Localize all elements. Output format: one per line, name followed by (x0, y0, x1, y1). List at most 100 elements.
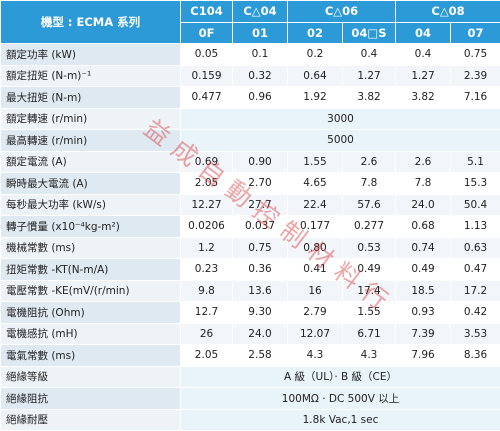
cell: 1.92 (287, 86, 343, 109)
cell: 0.49 (395, 258, 452, 281)
cell: 0.49 (341, 258, 397, 281)
cell: 0.4 (341, 43, 397, 66)
cell: 7.8 (395, 172, 452, 195)
cell: 1.55 (341, 301, 397, 324)
cell: 4.3 (341, 344, 397, 367)
group-header: C△08 (395, 0, 500, 23)
cell: 0.32 (232, 64, 288, 87)
cell: 0.4 (395, 43, 452, 66)
cell: 2.6 (395, 150, 452, 173)
cell: 9.30 (232, 301, 288, 324)
row-label: 瞬時最大電流 (A) (0, 172, 181, 195)
row-label: 扭矩常數 -KT(N-m/A) (0, 258, 181, 281)
row-label: 絕緣等級 (0, 365, 181, 388)
model-header: 04 (395, 21, 452, 44)
model-header: 02 (287, 21, 343, 44)
cell: 7.39 (395, 322, 452, 345)
header-row: 0F 01 02 04□S 04 07 (1, 21, 500, 44)
header-title: 機型 : ECMA 系列 (0, 0, 181, 44)
model-header: 07 (450, 21, 500, 44)
cell: 0.64 (287, 64, 343, 87)
cell: 3000 (179, 107, 500, 130)
cell: 0.277 (341, 215, 397, 238)
cell: 0.75 (232, 236, 288, 259)
cell: 0.037 (232, 215, 288, 238)
cell: 1.2 (180, 236, 233, 259)
spec-row: 電壓常數 -KE(mV/(r/min) 9.8 13.6 16 17.4 18.5 17.2 (0, 279, 500, 302)
row-label: 最高轉速 (r/min) (0, 129, 181, 152)
model-header: 04□S (341, 21, 397, 44)
row-label: 電機阻抗 (Ohm) (0, 301, 181, 324)
spec-row: 瞬時最大電流 (A) 2.05 2.70 4.65 7.8 7.8 15.3 (0, 172, 500, 195)
cell: 26 (180, 322, 233, 345)
row-label: 電氣常數 (ms) (0, 344, 181, 367)
cell: 1.8k Vac,1 sec (179, 408, 500, 431)
spec-row: 電機感抗 (mH) 26 24.0 12.07 6.71 7.39 3.53 (0, 322, 500, 345)
cell: 1.27 (395, 64, 452, 87)
cell: 2.70 (232, 172, 288, 195)
cell: 4.3 (287, 344, 343, 367)
cell: 0.93 (395, 301, 452, 324)
row-label: 額定轉速 (r/min) (0, 107, 181, 130)
cell: 3.82 (395, 86, 452, 109)
cell: 3.82 (341, 86, 397, 109)
cell: 0.80 (287, 236, 343, 259)
model-header: 0F (180, 21, 233, 44)
cell: 0.53 (341, 236, 397, 259)
cell: 5.1 (450, 150, 500, 173)
row-label: 電壓常數 -KE(mV/(r/min) (0, 279, 181, 302)
row-label: 絕緣耐壓 (0, 408, 181, 431)
cell: 0.23 (180, 258, 233, 281)
row-label: 絕緣阻抗 (0, 387, 181, 410)
cell: 12.07 (287, 322, 343, 345)
cell: 12.27 (180, 193, 233, 216)
cell: 9.8 (180, 279, 233, 302)
cell: 2.39 (450, 64, 500, 87)
spec-row: 機械常數 (ms) 1.2 0.75 0.80 0.53 0.74 0.63 (0, 236, 500, 259)
spec-row: 絕緣阻抗 100MΩ · DC 500V 以上 (0, 387, 500, 410)
cell: 0.75 (450, 43, 500, 66)
cell: 3.53 (450, 322, 500, 345)
cell: 100MΩ · DC 500V 以上 (179, 387, 500, 410)
cell: 7.16 (450, 86, 500, 109)
spec-row: 絕緣耐壓 1.8k Vac,1 sec (0, 408, 500, 431)
spec-row: 電氣常數 (ms) 2.05 2.58 4.3 4.3 7.96 8.36 (0, 344, 500, 367)
spec-row: 扭矩常數 -KT(N-m/A) 0.23 0.36 0.41 0.49 0.49 0.47 (0, 258, 500, 281)
row-label: 額定扭矩 (N-m)⁻¹ (0, 64, 181, 87)
spec-row: 絕緣等級 A 級（UL）· B 級（CE） (0, 365, 500, 388)
row-label: 額定電流 (A) (0, 150, 181, 173)
cell: 17.2 (450, 279, 500, 302)
cell: 0.0206 (180, 215, 233, 238)
cell: 0.36 (232, 258, 288, 281)
cell: 8.36 (450, 344, 500, 367)
cell: 0.74 (395, 236, 452, 259)
cell: 1.27 (341, 64, 397, 87)
spec-row: 最高轉速 (r/min) 5000 (0, 129, 500, 152)
row-label: 額定功率 (kW) (0, 43, 181, 66)
cell: 0.69 (180, 150, 233, 173)
group-header: C104 (180, 0, 233, 23)
cell: 0.68 (395, 215, 452, 238)
cell: 0.47 (450, 258, 500, 281)
cell: 0.63 (450, 236, 500, 259)
cell: 6.71 (341, 322, 397, 345)
cell: 0.159 (180, 64, 233, 87)
cell: 0.96 (232, 86, 288, 109)
cell: 22.4 (287, 193, 343, 216)
cell: 0.477 (180, 86, 233, 109)
spec-row: 最大扭矩 (N-m) 0.477 0.96 1.92 3.82 3.82 7.16 (0, 86, 500, 109)
spec-row: 額定功率 (kW) 0.05 0.1 0.2 0.4 0.4 0.75 (0, 43, 500, 66)
cell: 50.4 (450, 193, 500, 216)
cell: 12.7 (180, 301, 233, 324)
model-header: 01 (232, 21, 288, 44)
cell: 1.13 (450, 215, 500, 238)
cell: 2.05 (180, 344, 233, 367)
spec-row: 額定轉速 (r/min) 3000 (0, 107, 500, 130)
row-label: 轉子慣量 (x10⁻⁴kg-m²) (0, 215, 181, 238)
spec-row: 轉子慣量 (x10⁻⁴kg-m²) 0.0206 0.037 0.177 0.277 0.… (0, 215, 500, 238)
cell: 27.7 (232, 193, 288, 216)
cell: 0.41 (287, 258, 343, 281)
cell: 18.5 (395, 279, 452, 302)
cell: 17.4 (341, 279, 397, 302)
cell: 0.177 (287, 215, 343, 238)
